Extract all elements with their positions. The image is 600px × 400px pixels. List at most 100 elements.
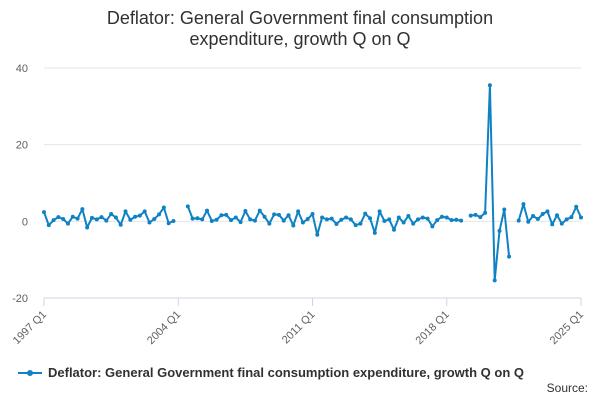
data-point (559, 221, 564, 226)
y-tick-label: 0 (22, 216, 28, 228)
data-point (411, 221, 416, 226)
data-point (171, 218, 176, 223)
data-point (392, 227, 397, 232)
data-point (142, 209, 147, 214)
data-point (113, 215, 118, 220)
data-point (243, 208, 248, 213)
legend-marker-icon (18, 369, 42, 376)
source-label: Source: (546, 381, 588, 395)
data-point (147, 220, 152, 225)
data-point (545, 209, 550, 214)
data-point (406, 213, 411, 218)
data-point (579, 215, 583, 220)
x-tick-label: 2011 Q1 (280, 309, 318, 347)
data-point (128, 217, 133, 222)
data-point (564, 217, 569, 222)
data-point (439, 214, 444, 219)
data-point (61, 217, 66, 222)
data-point (435, 218, 440, 223)
data-point (478, 215, 483, 220)
data-point (200, 217, 205, 222)
data-point (320, 215, 325, 220)
data-point (555, 213, 560, 218)
data-point (123, 209, 128, 214)
data-point (233, 215, 238, 220)
data-point (329, 216, 334, 221)
data-point (157, 212, 162, 217)
data-point (363, 211, 368, 216)
data-point (459, 218, 464, 223)
data-point (65, 221, 70, 226)
data-point (99, 215, 104, 220)
data-point (104, 218, 109, 223)
data-point (161, 205, 166, 210)
data-point (382, 218, 387, 223)
series-line (43, 206, 174, 229)
data-point (483, 210, 488, 215)
data-point (430, 224, 435, 229)
data-point (89, 215, 94, 220)
data-point (540, 212, 545, 217)
data-point (454, 217, 459, 222)
data-point (535, 217, 540, 222)
data-point (70, 214, 75, 219)
data-point (358, 221, 363, 226)
data-point (516, 218, 521, 223)
data-point (521, 202, 526, 207)
data-point (502, 207, 507, 212)
chart-title-line-2: expenditure, growth Q on Q (189, 29, 411, 49)
data-point (468, 213, 473, 218)
data-point (85, 225, 90, 230)
data-point (387, 217, 392, 222)
series-line (470, 84, 511, 282)
data-point (75, 216, 80, 221)
data-point (133, 214, 138, 219)
data-point (219, 213, 224, 218)
data-point (205, 208, 210, 213)
data-point (315, 232, 320, 237)
data-point (109, 212, 114, 217)
x-tick-label: 2018 Q1 (414, 309, 452, 347)
chart-title-line-1: Deflator: General Government final consu… (106, 8, 494, 28)
data-point (449, 218, 454, 223)
data-point (137, 213, 142, 218)
data-point (368, 216, 373, 221)
data-point (415, 217, 420, 222)
data-point (372, 230, 377, 235)
data-point (80, 207, 85, 212)
data-point (214, 217, 219, 222)
data-point (276, 212, 281, 217)
data-point (224, 212, 229, 217)
data-point (507, 254, 512, 259)
data-point (166, 221, 171, 226)
data-point (473, 212, 478, 217)
data-point (56, 215, 61, 220)
x-tick-label: 2025 Q1 (548, 309, 586, 347)
data-point (569, 215, 574, 220)
data-point (281, 218, 286, 223)
data-point (348, 217, 353, 222)
chart-legend[interactable]: Deflator: General Government final consu… (18, 365, 524, 380)
data-point (238, 220, 243, 225)
data-point (185, 204, 190, 209)
data-point (152, 217, 157, 222)
data-point (526, 219, 531, 224)
data-point (396, 215, 401, 220)
series-line (186, 206, 462, 236)
data-point (252, 218, 257, 223)
data-point (286, 213, 291, 218)
data-point (291, 223, 296, 228)
data-point (531, 213, 536, 218)
data-point (228, 218, 233, 223)
data-point (272, 212, 277, 217)
data-point (46, 223, 51, 228)
data-point (267, 221, 272, 226)
data-point (248, 217, 253, 222)
data-point (550, 222, 555, 227)
data-point (209, 218, 214, 223)
data-point (334, 222, 339, 227)
data-point (339, 217, 344, 222)
data-point (444, 215, 449, 220)
data-point (487, 83, 492, 88)
